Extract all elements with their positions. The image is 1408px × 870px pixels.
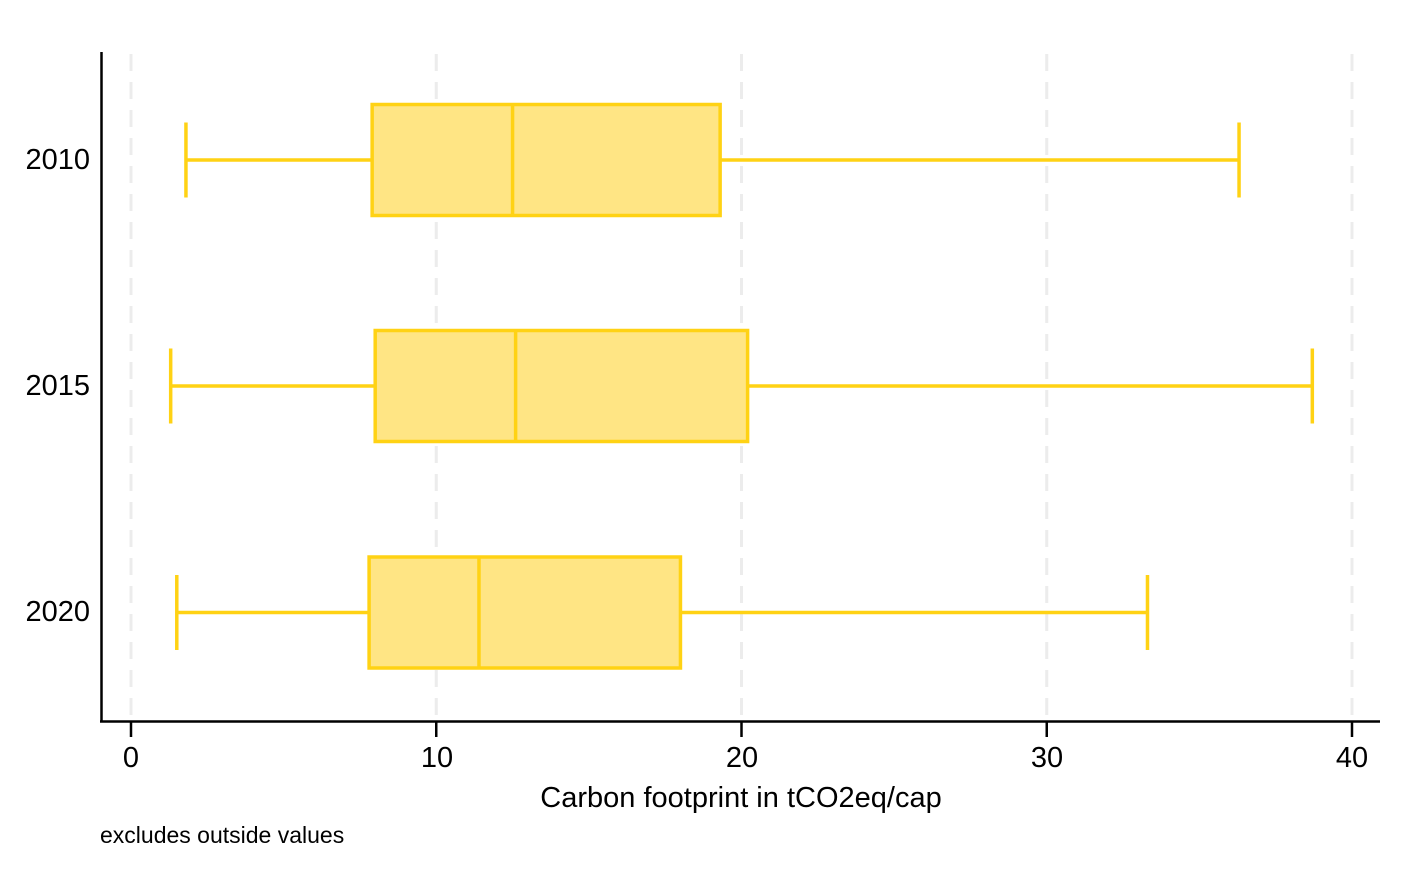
x-tick-label-40: 40: [1335, 742, 1369, 774]
category-label-2010: 2010: [25, 144, 90, 176]
boxplot-2015: [168, 328, 1315, 444]
footnote: excludes outside values: [100, 822, 345, 848]
x-tick-label-0: 0: [122, 742, 140, 774]
x-tick-label-30: 30: [1030, 742, 1064, 774]
boxplot-2020: [175, 555, 1150, 670]
boxplot-2010: [184, 102, 1241, 218]
iqr-box: [367, 555, 683, 670]
x-tick-label-10: 10: [420, 742, 454, 774]
iqr-box: [370, 102, 722, 218]
x-axis-title: Carbon footprint in tCO2eq/cap: [540, 782, 942, 814]
category-label-2015: 2015: [25, 370, 90, 402]
x-tick-label-20: 20: [725, 742, 759, 774]
iqr-box: [373, 328, 750, 444]
category-label-2020: 2020: [25, 596, 90, 628]
